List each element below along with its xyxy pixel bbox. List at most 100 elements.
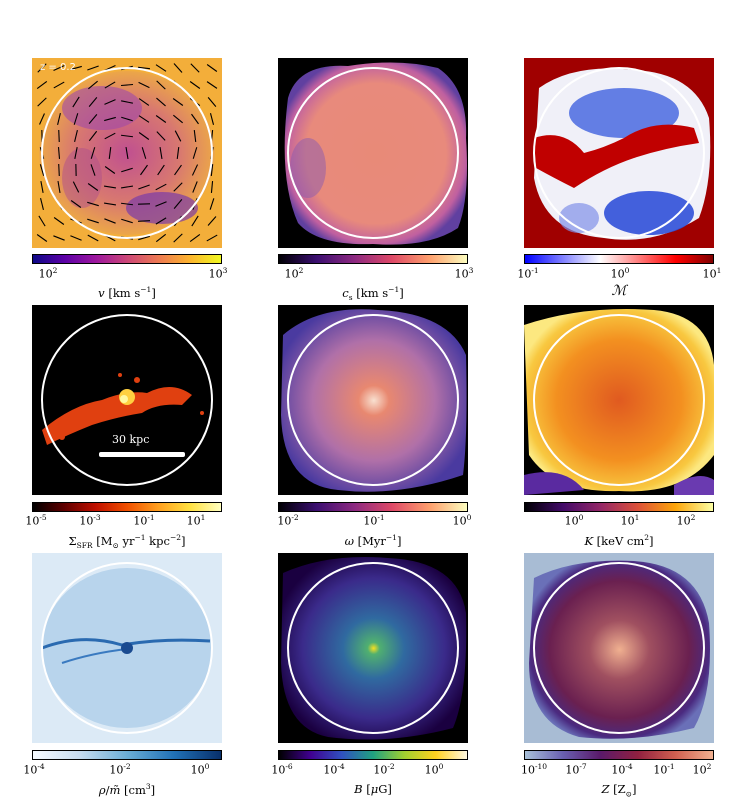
metallicity-tick-4: 10-1 xyxy=(653,762,675,777)
density-tick-2: 10-2 xyxy=(109,762,131,777)
velocity-vector xyxy=(157,164,165,176)
velocity-vector xyxy=(206,64,218,72)
velocity-vector xyxy=(210,180,214,194)
velocity-vector xyxy=(156,97,166,107)
velocity-vector xyxy=(159,146,163,160)
velocity-vector xyxy=(58,163,60,177)
velocity-vector xyxy=(137,220,151,222)
velocity-vector xyxy=(207,97,217,107)
sound-speed-label: cs [km s−1] xyxy=(342,285,404,303)
velocity-vector xyxy=(207,216,217,226)
velocity-vector xyxy=(57,146,61,160)
entropy-tick-3: 102 xyxy=(676,513,696,528)
velocity-vector xyxy=(172,114,184,124)
velocity-label: v [km s−1] xyxy=(98,285,156,300)
magnetic-colorbar xyxy=(278,750,468,760)
density-label: ρ/m̃ [cm3] xyxy=(98,782,156,797)
vorticity-tick-2: 10-1 xyxy=(363,513,385,528)
velocity-vector xyxy=(90,164,96,176)
velocity-vector xyxy=(104,218,116,224)
velocity-vector xyxy=(121,116,133,122)
velocity-vector xyxy=(72,96,80,108)
sfr-tick-3: 10-1 xyxy=(133,513,155,528)
velocity-vector xyxy=(121,218,133,224)
velocity-vector xyxy=(37,97,47,107)
metallicity-tick-5: 102 xyxy=(692,762,712,777)
mach-colorbar xyxy=(524,254,714,264)
velocity-vector xyxy=(138,115,150,123)
sound-speed-map-panel xyxy=(278,58,468,248)
velocity-vector xyxy=(72,181,80,193)
vorticity-label: ω [Myr−1] xyxy=(344,533,402,548)
velocity-vector xyxy=(120,202,134,206)
sfr-tick-4: 101 xyxy=(186,513,206,528)
velocity-vector xyxy=(209,113,215,125)
velocity-vector xyxy=(191,113,199,125)
velocity-vector xyxy=(191,164,199,176)
velocity-vector xyxy=(206,81,218,89)
velocity-vector xyxy=(53,235,65,241)
velocity-vector xyxy=(53,81,65,89)
velocity-vector xyxy=(155,217,167,225)
sfr-label: ΣSFR [M⊙ yr−1 kpc−2] xyxy=(68,533,186,551)
velocity-vector xyxy=(173,63,183,73)
velocity-vector xyxy=(121,100,133,104)
velocity-vector xyxy=(40,181,44,193)
vorticity-tick-1: 10-2 xyxy=(277,513,299,528)
magnetic-label: B [μG] xyxy=(354,782,392,796)
velocity-vector xyxy=(88,114,98,124)
velocity-vector xyxy=(121,167,133,173)
velocity-vector xyxy=(138,132,150,140)
magnetic-field-map-panel xyxy=(278,553,468,743)
velocity-vector xyxy=(141,147,147,159)
velocity-vector xyxy=(209,198,215,210)
velocity-vector xyxy=(36,234,48,242)
vorticity-colorbar xyxy=(278,502,468,512)
sound-speed-tick-min: 102 xyxy=(284,266,304,281)
velocity-vector xyxy=(210,163,214,177)
velocity-vector xyxy=(40,198,44,210)
density-map-panel xyxy=(32,553,222,743)
velocity-vector xyxy=(38,215,46,227)
velocity-vector xyxy=(58,129,60,143)
velocity-vector xyxy=(87,218,99,224)
velocity-vector xyxy=(173,199,183,209)
velocity-vector xyxy=(174,130,182,142)
velocity-vector xyxy=(193,129,197,143)
density-colorbar xyxy=(32,750,222,760)
magnetic-tick-1: 10-6 xyxy=(271,762,293,777)
metallicity-colorbar xyxy=(524,750,714,760)
sound-speed-tick-max: 103 xyxy=(454,266,474,281)
velocity-vector xyxy=(90,147,96,159)
entropy-tick-2: 101 xyxy=(620,513,640,528)
velocity-vector xyxy=(70,200,82,208)
velocity-vector xyxy=(57,180,61,194)
velocity-vector xyxy=(87,201,99,207)
sfr-tick-1: 10-5 xyxy=(25,513,47,528)
velocity-vector xyxy=(53,65,65,71)
velocity-map-panel: z = 0.2 xyxy=(32,58,222,248)
velocity-vector xyxy=(87,234,99,242)
velocity-vector xyxy=(103,185,117,189)
sfr-map-panel: 30 kpc xyxy=(32,305,222,495)
velocity-vector xyxy=(88,130,98,142)
velocity-vector xyxy=(174,164,182,176)
velocity-vector xyxy=(192,147,198,159)
velocity-vector xyxy=(155,183,167,191)
velocity-vector xyxy=(173,233,183,243)
velocity-colorbar xyxy=(32,254,222,264)
vorticity-map-panel xyxy=(278,305,468,495)
mach-tick-2: 100 xyxy=(610,266,630,281)
velocity-vector xyxy=(125,146,129,160)
velocity-vector xyxy=(120,83,134,87)
sfr-tick-2: 10-3 xyxy=(79,513,101,528)
velocity-vector xyxy=(103,202,117,206)
velocity-vector xyxy=(74,147,78,159)
velocity-vector xyxy=(73,113,79,125)
sound-speed-colorbar xyxy=(278,254,468,264)
vorticity-tick-3: 100 xyxy=(452,513,472,528)
mach-tick-3: 101 xyxy=(702,266,722,281)
velocity-vector xyxy=(156,131,166,141)
metallicity-tick-2: 10-7 xyxy=(565,762,587,777)
velocity-vector xyxy=(192,181,198,193)
